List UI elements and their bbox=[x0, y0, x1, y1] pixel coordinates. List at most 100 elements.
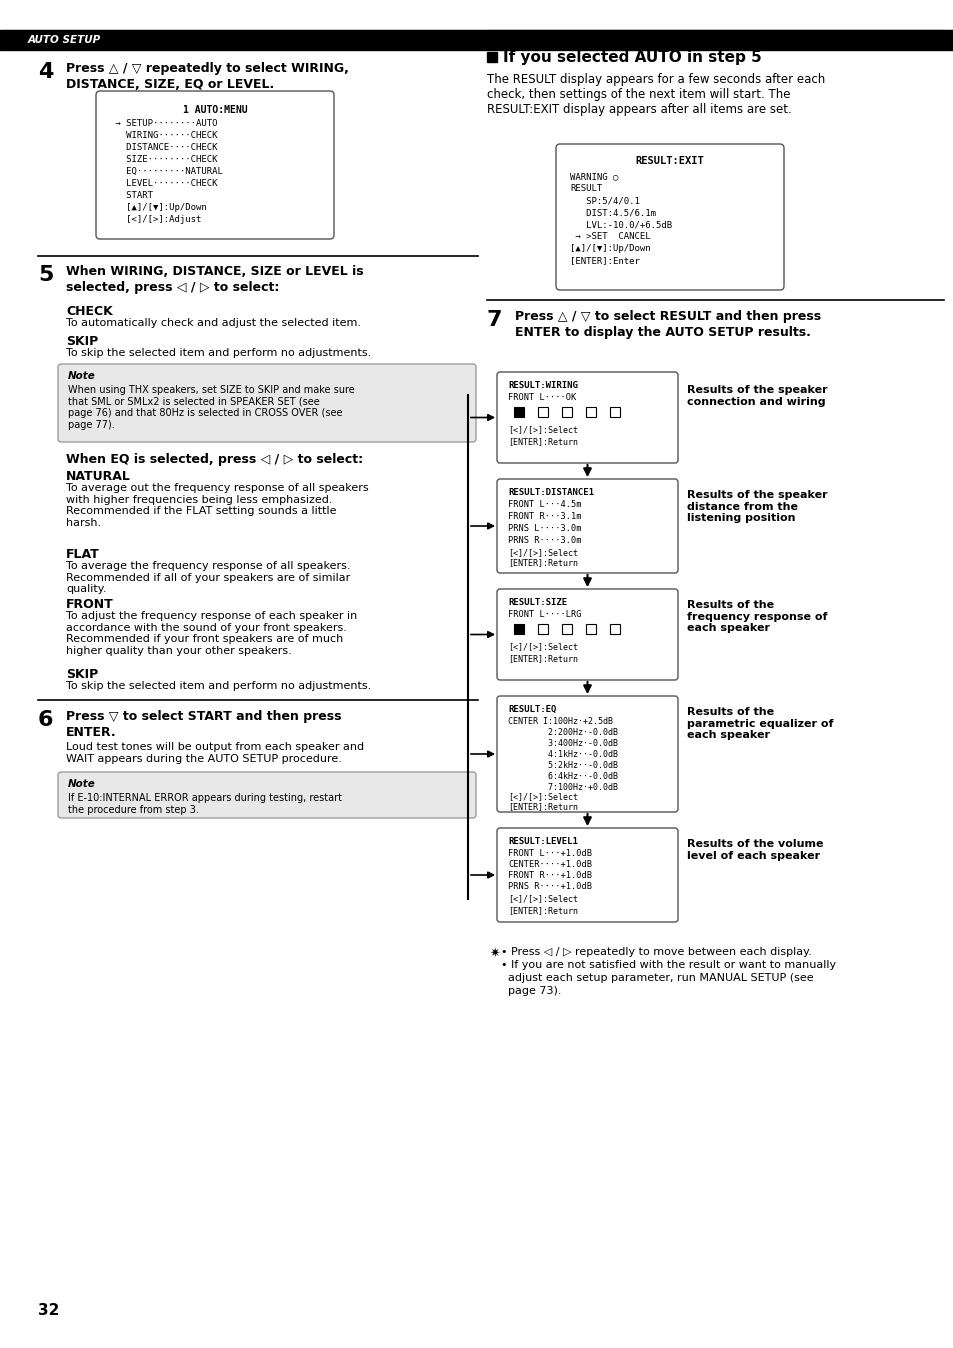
FancyBboxPatch shape bbox=[96, 92, 334, 239]
Text: [<]/[>]:Select: [<]/[>]:Select bbox=[507, 642, 578, 651]
Text: [ENTER]:Enter: [ENTER]:Enter bbox=[569, 256, 639, 266]
Bar bbox=[0, 30, 953, 50]
Text: SIZE········CHECK: SIZE········CHECK bbox=[110, 155, 217, 164]
Text: Results of the
parametric equalizer of
each speaker: Results of the parametric equalizer of e… bbox=[686, 706, 833, 740]
Text: 5: 5 bbox=[38, 266, 53, 284]
Text: RESULT:EXIT: RESULT:EXIT bbox=[635, 156, 703, 166]
Text: 7:100Hz·+0.0dB: 7:100Hz·+0.0dB bbox=[507, 783, 618, 793]
Text: Note: Note bbox=[68, 779, 95, 789]
Text: NATURAL: NATURAL bbox=[66, 470, 131, 483]
Text: ✷: ✷ bbox=[489, 948, 499, 960]
Text: DIST:4.5/6.1m: DIST:4.5/6.1m bbox=[569, 208, 656, 217]
Text: FRONT: FRONT bbox=[66, 599, 113, 611]
FancyBboxPatch shape bbox=[497, 589, 678, 679]
Bar bbox=[537, 624, 547, 634]
Text: The RESULT display appears for a few seconds after each
check, then settings of : The RESULT display appears for a few sec… bbox=[486, 73, 824, 116]
Text: 3:400Hz·-0.0dB: 3:400Hz·-0.0dB bbox=[507, 739, 618, 748]
Text: selected, press ◁ / ▷ to select:: selected, press ◁ / ▷ to select: bbox=[66, 280, 279, 294]
Text: PRNS R····+1.0dB: PRNS R····+1.0dB bbox=[507, 882, 592, 891]
Text: RESULT:EQ: RESULT:EQ bbox=[507, 705, 556, 714]
Text: PRNS R····3.0m: PRNS R····3.0m bbox=[507, 537, 581, 545]
Text: ENTER to display the AUTO SETUP results.: ENTER to display the AUTO SETUP results. bbox=[515, 326, 810, 338]
Text: DISTANCE, SIZE, EQ or LEVEL.: DISTANCE, SIZE, EQ or LEVEL. bbox=[66, 78, 274, 92]
Text: FRONT R···+1.0dB: FRONT R···+1.0dB bbox=[507, 871, 592, 880]
Text: ENTER.: ENTER. bbox=[66, 727, 116, 739]
Bar bbox=[537, 407, 547, 417]
Bar bbox=[514, 624, 523, 634]
Text: [ENTER]:Return: [ENTER]:Return bbox=[507, 802, 578, 811]
Text: [<]/[>]:Select: [<]/[>]:Select bbox=[507, 425, 578, 434]
Text: 4:1kHz··-0.0dB: 4:1kHz··-0.0dB bbox=[507, 749, 618, 759]
Text: [ENTER]:Return: [ENTER]:Return bbox=[507, 558, 578, 568]
Text: [<]/[>]:Select: [<]/[>]:Select bbox=[507, 894, 578, 903]
Text: Results of the speaker
distance from the
listening position: Results of the speaker distance from the… bbox=[686, 491, 827, 523]
Bar bbox=[514, 407, 523, 417]
FancyBboxPatch shape bbox=[497, 372, 678, 462]
Text: To average the frequency response of all speakers.
Recommended if all of your sp: To average the frequency response of all… bbox=[66, 561, 350, 594]
Text: WARNING ○: WARNING ○ bbox=[569, 173, 618, 181]
Text: • If you are not satisfied with the result or want to manually: • If you are not satisfied with the resu… bbox=[500, 960, 835, 971]
Text: LVL:-10.0/+6.5dB: LVL:-10.0/+6.5dB bbox=[569, 220, 672, 229]
Bar bbox=[561, 624, 572, 634]
Text: 7: 7 bbox=[486, 310, 502, 330]
Text: DISTANCE····CHECK: DISTANCE····CHECK bbox=[110, 143, 217, 152]
Text: Press △ / ▽ repeatedly to select WIRING,: Press △ / ▽ repeatedly to select WIRING, bbox=[66, 62, 349, 75]
Text: Results of the speaker
connection and wiring: Results of the speaker connection and wi… bbox=[686, 386, 827, 407]
FancyBboxPatch shape bbox=[556, 144, 783, 290]
FancyBboxPatch shape bbox=[497, 828, 678, 922]
Text: [▲]/[▼]:Up/Down: [▲]/[▼]:Up/Down bbox=[569, 244, 650, 253]
Text: RESULT:DISTANCE1: RESULT:DISTANCE1 bbox=[507, 488, 594, 497]
Text: → >SET  CANCEL: → >SET CANCEL bbox=[569, 232, 650, 241]
FancyBboxPatch shape bbox=[497, 696, 678, 811]
Text: [<]/[>]:Select: [<]/[>]:Select bbox=[507, 549, 578, 557]
Text: If E-10:INTERNAL ERROR appears during testing, restart
the procedure from step 3: If E-10:INTERNAL ERROR appears during te… bbox=[68, 793, 341, 814]
Text: 6: 6 bbox=[38, 710, 53, 731]
Text: 6:4kHz··-0.0dB: 6:4kHz··-0.0dB bbox=[507, 772, 618, 780]
Text: CENTER····+1.0dB: CENTER····+1.0dB bbox=[507, 860, 592, 869]
Text: FRONT R···3.1m: FRONT R···3.1m bbox=[507, 512, 581, 520]
Text: 5:2kHz··-0.0dB: 5:2kHz··-0.0dB bbox=[507, 762, 618, 770]
FancyBboxPatch shape bbox=[58, 364, 476, 442]
Text: LEVEL·······CHECK: LEVEL·······CHECK bbox=[110, 179, 217, 187]
Text: When WIRING, DISTANCE, SIZE or LEVEL is: When WIRING, DISTANCE, SIZE or LEVEL is bbox=[66, 266, 363, 278]
Text: EQ·········NATURAL: EQ·········NATURAL bbox=[110, 167, 223, 177]
Text: page 73).: page 73). bbox=[500, 985, 561, 996]
Bar bbox=[486, 53, 497, 62]
Text: Press ▽ to select START and then press: Press ▽ to select START and then press bbox=[66, 710, 341, 723]
Text: RESULT: RESULT bbox=[569, 183, 601, 193]
Text: WIRING······CHECK: WIRING······CHECK bbox=[110, 131, 217, 140]
Text: CENTER I:100Hz·+2.5dB: CENTER I:100Hz·+2.5dB bbox=[507, 717, 613, 727]
Text: FLAT: FLAT bbox=[66, 549, 100, 561]
FancyBboxPatch shape bbox=[58, 772, 476, 818]
Text: SP:5/4/0.1: SP:5/4/0.1 bbox=[569, 195, 639, 205]
Text: 1 AUTO:MENU: 1 AUTO:MENU bbox=[182, 105, 247, 115]
Bar bbox=[585, 407, 596, 417]
Text: Note: Note bbox=[68, 371, 95, 381]
Text: • Press ◁ / ▷ repeatedly to move between each display.: • Press ◁ / ▷ repeatedly to move between… bbox=[500, 948, 811, 957]
Text: RESULT:LEVEL1: RESULT:LEVEL1 bbox=[507, 837, 578, 847]
Text: [▲]/[▼]:Up/Down: [▲]/[▼]:Up/Down bbox=[110, 204, 207, 212]
Text: FRONT L···4.5m: FRONT L···4.5m bbox=[507, 500, 581, 510]
Text: → SETUP········AUTO: → SETUP········AUTO bbox=[110, 119, 217, 128]
Text: [ENTER]:Return: [ENTER]:Return bbox=[507, 654, 578, 663]
Text: 2:200Hz·-0.0dB: 2:200Hz·-0.0dB bbox=[507, 728, 618, 737]
Text: 4: 4 bbox=[38, 62, 53, 82]
Text: RESULT:SIZE: RESULT:SIZE bbox=[507, 599, 566, 607]
Text: PRNS L····3.0m: PRNS L····3.0m bbox=[507, 524, 581, 532]
Text: Results of the volume
level of each speaker: Results of the volume level of each spea… bbox=[686, 838, 822, 860]
Text: [<]/[>]:Select: [<]/[>]:Select bbox=[507, 793, 578, 801]
Text: [<]/[>]:Adjust: [<]/[>]:Adjust bbox=[110, 214, 201, 224]
Bar bbox=[585, 624, 596, 634]
Text: START: START bbox=[110, 191, 152, 200]
Text: If you selected AUTO in step 5: If you selected AUTO in step 5 bbox=[502, 50, 760, 65]
Text: SKIP: SKIP bbox=[66, 669, 98, 681]
Text: SKIP: SKIP bbox=[66, 336, 98, 348]
Text: [ENTER]:Return: [ENTER]:Return bbox=[507, 437, 578, 446]
Text: RESULT:WIRING: RESULT:WIRING bbox=[507, 381, 578, 390]
Bar bbox=[609, 407, 619, 417]
Text: When EQ is selected, press ◁ / ▷ to select:: When EQ is selected, press ◁ / ▷ to sele… bbox=[66, 453, 363, 466]
Text: To skip the selected item and perform no adjustments.: To skip the selected item and perform no… bbox=[66, 348, 371, 359]
Text: To automatically check and adjust the selected item.: To automatically check and adjust the se… bbox=[66, 318, 360, 328]
Text: Loud test tones will be output from each speaker and
WAIT appears during the AUT: Loud test tones will be output from each… bbox=[66, 741, 364, 763]
Text: FRONT L···+1.0dB: FRONT L···+1.0dB bbox=[507, 849, 592, 857]
